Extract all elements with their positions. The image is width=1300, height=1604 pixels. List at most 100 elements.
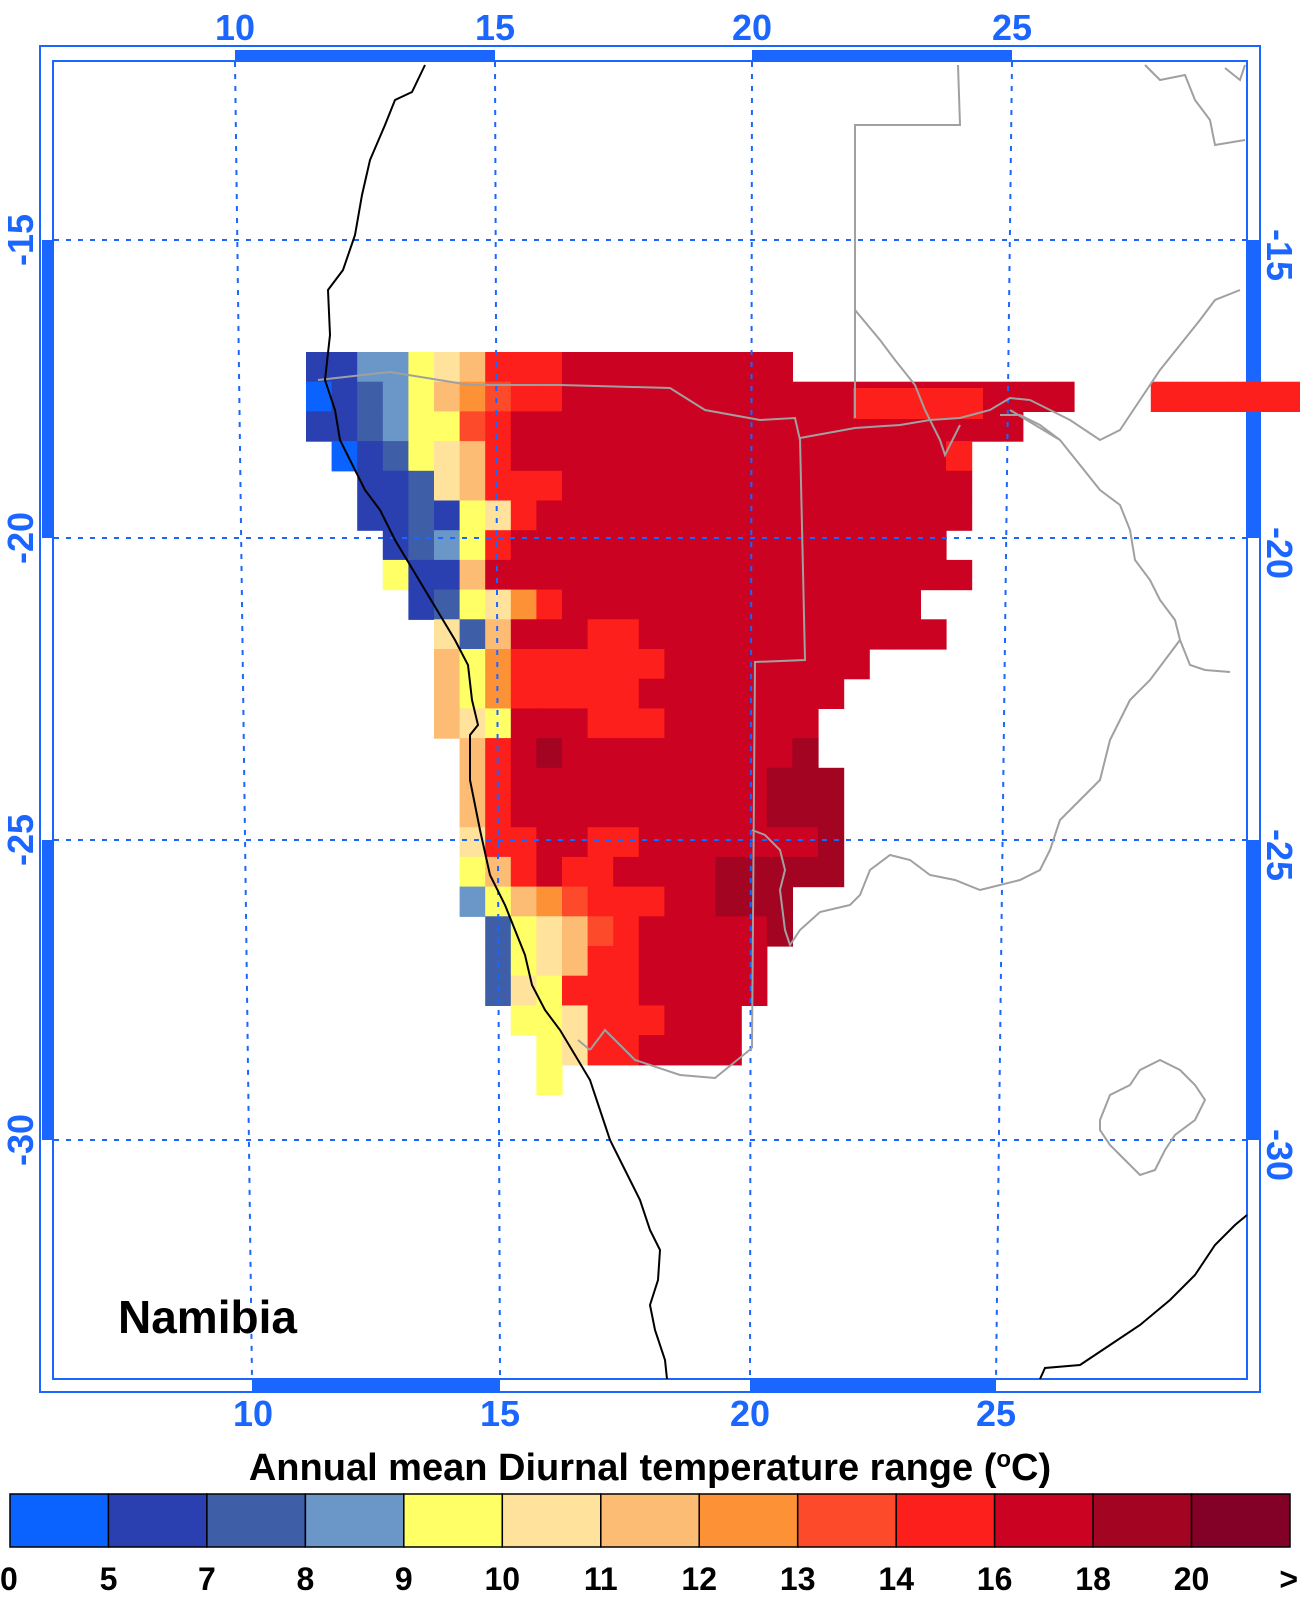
grid-cell <box>382 470 409 502</box>
grid-cell <box>818 530 845 561</box>
grid-cell <box>562 738 589 769</box>
grid-cell <box>510 530 537 561</box>
grid-cell <box>587 678 614 709</box>
grid-cell <box>613 738 640 769</box>
grid-cell <box>664 916 691 947</box>
grid-cell <box>536 352 563 383</box>
grid-cell <box>690 649 717 680</box>
grid-cell <box>766 559 793 591</box>
grid-cell <box>485 589 512 620</box>
grid-cell <box>562 797 589 828</box>
grid-cell <box>510 619 537 650</box>
grid-cell <box>638 381 665 412</box>
legend-tick-label: > <box>1279 1561 1298 1597</box>
grid-cell <box>690 708 717 739</box>
grid-cell <box>562 649 589 680</box>
grid-cell <box>587 530 614 561</box>
grid-cell <box>638 589 665 620</box>
grid-cell <box>587 916 614 947</box>
grid-cell <box>408 500 435 531</box>
grid-cell <box>946 559 973 591</box>
grid-cell <box>766 470 793 502</box>
grid-cell <box>613 411 640 442</box>
grid-cell <box>818 411 845 442</box>
grid-cell <box>690 619 717 650</box>
grid-cell <box>741 411 768 442</box>
grid-cell <box>510 352 537 383</box>
grid-cell <box>613 856 640 888</box>
grid-cell <box>587 946 614 977</box>
grid-cell <box>741 619 768 650</box>
legend-swatch <box>501 1493 602 1548</box>
legend-tick-label: 14 <box>878 1561 914 1597</box>
grid-cell <box>587 975 614 1006</box>
grid-cell <box>715 767 742 799</box>
grid-cell <box>485 352 512 383</box>
region-label: Namibia <box>118 1291 297 1343</box>
grid-cell <box>638 1035 665 1066</box>
grid-cell <box>664 827 691 858</box>
grid-cell <box>715 708 742 739</box>
temperature-grid <box>306 352 1300 1096</box>
grid-cell <box>459 649 486 680</box>
grid-cell <box>690 738 717 769</box>
grid-cell <box>1227 381 1254 412</box>
grid-cell <box>485 738 512 769</box>
grid-cell <box>664 975 691 1006</box>
grid-cell <box>690 1005 717 1036</box>
legend-swatch <box>1190 1493 1291 1548</box>
grid-cell <box>1176 381 1203 412</box>
grid-cell <box>664 1035 691 1066</box>
grid-cell <box>715 886 742 917</box>
grid-cell <box>869 470 896 502</box>
grid-cell <box>869 559 896 591</box>
grid-cell <box>638 946 665 977</box>
lat-tick-label: -30 <box>0 1114 41 1166</box>
grid-cell <box>536 708 563 739</box>
grid-cell <box>434 352 461 383</box>
grid-cell <box>562 886 589 917</box>
grid-cell <box>715 619 742 650</box>
lon-tick-label: 10 <box>233 1393 273 1434</box>
grid-cell <box>562 500 589 531</box>
legend-tick-label: 5 <box>100 1561 118 1597</box>
grid-cell <box>664 381 691 412</box>
grid-cell <box>715 589 742 620</box>
grid-cell <box>562 470 589 502</box>
grid-cell <box>766 619 793 650</box>
legend-tick-label: 12 <box>681 1561 717 1597</box>
grid-cell <box>306 381 333 412</box>
grid-cell <box>587 649 614 680</box>
grid-cell <box>510 649 537 680</box>
grid-cell <box>536 886 563 917</box>
grid-cell <box>638 649 665 680</box>
grid-cell <box>894 441 921 472</box>
grid-cell <box>766 352 793 383</box>
grid-cell <box>715 441 742 472</box>
grid-cell <box>434 411 461 442</box>
grid-cell <box>664 946 691 977</box>
grid-cell <box>741 441 768 472</box>
lon-ticks-bottom: 10 15 20 25 <box>233 1393 1016 1434</box>
grid-cell <box>664 708 691 739</box>
grid-cell <box>741 975 768 1006</box>
grid-cell <box>562 975 589 1006</box>
grid-cell <box>485 797 512 828</box>
grid-cell <box>434 619 461 650</box>
lat-ticks-right: -15 -20 -25 -30 <box>1259 229 1300 1181</box>
grid-cell <box>613 441 640 472</box>
grid-cell <box>920 500 947 531</box>
grid-cell <box>715 975 742 1006</box>
grid-cell <box>459 708 486 739</box>
grid-cell <box>766 649 793 680</box>
grid-cell <box>613 708 640 739</box>
grid-cell <box>536 1064 563 1096</box>
grid-cell <box>818 827 845 858</box>
grid-cell <box>715 916 742 947</box>
grid-cell <box>792 470 819 502</box>
grid-cell <box>946 500 973 531</box>
grid-cell <box>690 767 717 799</box>
legend-swatch <box>1092 1493 1193 1548</box>
grid-cell <box>408 441 435 472</box>
grid-cell <box>587 856 614 888</box>
